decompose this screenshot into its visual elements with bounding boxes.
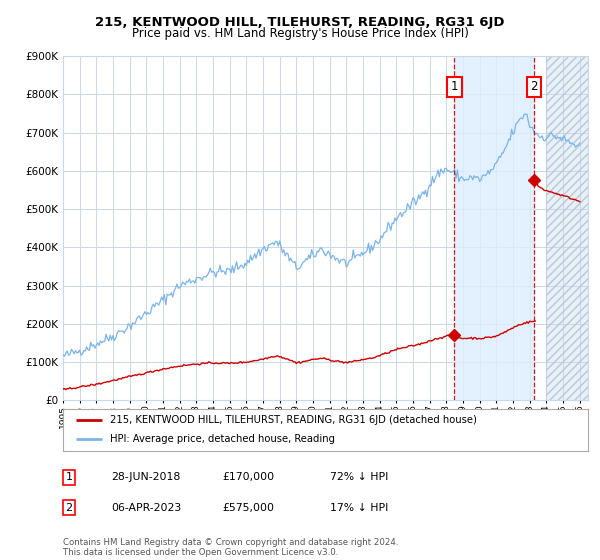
Text: 215, KENTWOOD HILL, TILEHURST, READING, RG31 6JD (detached house): 215, KENTWOOD HILL, TILEHURST, READING, … — [110, 415, 477, 425]
Bar — [547, 56, 588, 400]
Text: 2: 2 — [530, 81, 538, 94]
Text: 06-APR-2023: 06-APR-2023 — [111, 503, 181, 513]
Text: 2: 2 — [65, 503, 73, 513]
Text: £575,000: £575,000 — [222, 503, 274, 513]
Text: 1: 1 — [65, 472, 73, 482]
Text: Price paid vs. HM Land Registry's House Price Index (HPI): Price paid vs. HM Land Registry's House … — [131, 27, 469, 40]
Text: £170,000: £170,000 — [222, 472, 274, 482]
Text: 17% ↓ HPI: 17% ↓ HPI — [330, 503, 388, 513]
Bar — [547, 56, 588, 400]
Text: Contains HM Land Registry data © Crown copyright and database right 2024.
This d: Contains HM Land Registry data © Crown c… — [63, 538, 398, 557]
Text: 28-JUN-2018: 28-JUN-2018 — [111, 472, 180, 482]
Bar — [454, 56, 534, 400]
Text: 215, KENTWOOD HILL, TILEHURST, READING, RG31 6JD: 215, KENTWOOD HILL, TILEHURST, READING, … — [95, 16, 505, 29]
Text: 72% ↓ HPI: 72% ↓ HPI — [330, 472, 388, 482]
Text: 1: 1 — [451, 81, 458, 94]
Text: HPI: Average price, detached house, Reading: HPI: Average price, detached house, Read… — [110, 435, 335, 445]
